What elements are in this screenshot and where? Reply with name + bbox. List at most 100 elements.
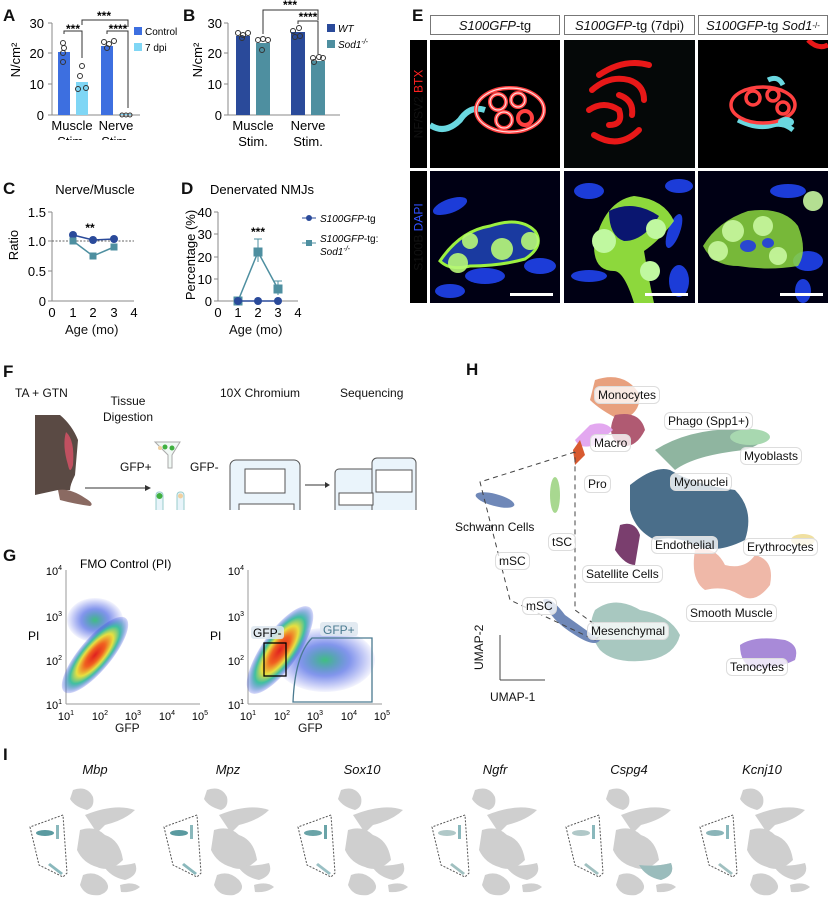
- svg-text:Stim.: Stim.: [101, 134, 131, 140]
- svg-text:***: ***: [283, 0, 297, 12]
- chart-a-ylabel: N/cm²: [8, 42, 23, 77]
- cluster-label-mesenchymal: Mesenchymal: [587, 622, 670, 640]
- chart-a-bar: N/cm² 30 20 10 0 *** **** *** Control 7 …: [8, 9, 177, 140]
- gene-title-mpz: Mpz: [215, 762, 241, 777]
- cluster-label-smooth-muscle: Smooth Muscle: [686, 604, 777, 622]
- svg-text:0: 0: [215, 108, 222, 123]
- svg-text:4: 4: [130, 305, 137, 320]
- cluster-label-pro: Pro: [584, 475, 611, 493]
- gene-title-sox10: Sox10: [343, 762, 381, 777]
- svg-text:103: 103: [307, 710, 323, 720]
- svg-text:1: 1: [234, 305, 241, 320]
- svg-text:WT: WT: [338, 24, 354, 35]
- svg-text:GFP+: GFP+: [323, 623, 355, 637]
- cluster-label-erythrocytes: Erythrocytes: [743, 538, 818, 556]
- umap-y-label: UMAP-2: [472, 624, 486, 670]
- svg-text:Stim.: Stim.: [238, 134, 268, 149]
- panel-label-b: B: [183, 6, 196, 25]
- cluster-label-msc-2: mSC: [522, 597, 557, 615]
- svg-text:Denervated NMJs: Denervated NMJs: [210, 182, 315, 197]
- step-digestion-label: Tissue Digestion: [102, 394, 154, 424]
- svg-text:1.0: 1.0: [28, 234, 46, 249]
- svg-text:10: 10: [198, 272, 212, 287]
- svg-text:30: 30: [30, 16, 44, 31]
- gene-title-mbp: Mbp: [82, 762, 108, 777]
- svg-text:0: 0: [37, 108, 44, 123]
- svg-text:10: 10: [208, 77, 222, 92]
- panel-label-h: H: [466, 360, 479, 379]
- micrograph-s100b-wt: [430, 171, 560, 303]
- svg-text:PI: PI: [210, 629, 221, 643]
- svg-text:****: ****: [299, 10, 318, 24]
- svg-text:Ratio: Ratio: [6, 230, 21, 260]
- svg-text:FMO Control (PI): FMO Control (PI): [80, 557, 171, 571]
- panel-label-d: D: [181, 179, 194, 198]
- svg-text:102: 102: [46, 655, 62, 668]
- svg-text:2: 2: [254, 305, 261, 320]
- svg-text:2: 2: [89, 305, 96, 320]
- cluster-label-tenocytes: Tenocytes: [726, 658, 789, 676]
- svg-text:20: 20: [30, 46, 44, 61]
- gfp-neg-label: GFP-: [190, 460, 219, 474]
- svg-text:0: 0: [39, 294, 46, 309]
- umap-x-label: UMAP-1: [490, 690, 536, 704]
- column-header-7dpi: S100GFP -tg (7dpi): [564, 15, 695, 35]
- cluster-label-msc-1: mSC: [495, 552, 530, 570]
- svg-text:10: 10: [30, 77, 44, 92]
- row-label-nf-btx: NF/SV2 BTX: [410, 40, 427, 168]
- cluster-label-endothelial: Endothelial: [651, 536, 719, 554]
- svg-text:102: 102: [92, 710, 108, 720]
- svg-text:Sod1-/-: Sod1-/-: [320, 246, 351, 258]
- svg-text:104: 104: [159, 710, 175, 720]
- svg-text:**: **: [85, 221, 95, 235]
- svg-text:40: 40: [198, 205, 212, 220]
- svg-text:1: 1: [69, 305, 76, 320]
- bar-control-nerve: [101, 46, 113, 115]
- feature-plots: [29, 788, 811, 896]
- bar-7dpi-nerve: [119, 114, 131, 115]
- svg-text:S100GFP-tg:: S100GFP-tg:: [320, 234, 378, 245]
- svg-text:Muscle: Muscle: [51, 118, 92, 133]
- legend-control: Control: [145, 27, 177, 38]
- panel-label-a: A: [3, 6, 16, 25]
- svg-text:101: 101: [240, 710, 256, 720]
- micrograph-nf-wt: [430, 40, 560, 168]
- micrograph-nf-sod1: [698, 40, 828, 168]
- column-header-sod1: S100GFP -tg Sod1 -/-: [698, 15, 828, 35]
- svg-text:103: 103: [228, 611, 244, 624]
- cluster-label-macro: Macro: [590, 434, 632, 452]
- chart-b-bar: N/cm² 30 20 10 0 *** **** WT Sod1-/- Mus…: [190, 0, 369, 149]
- legend-7dpi: 7 dpi: [145, 43, 167, 54]
- svg-text:***: ***: [251, 225, 265, 239]
- step-sequencing-label: Sequencing: [340, 386, 404, 400]
- cluster-label-tsc: tSC: [548, 533, 577, 551]
- g2-xlabel: GFP: [298, 721, 323, 735]
- chart-d-xlabel: Age (mo): [229, 322, 283, 337]
- step-chromium-label: 10X Chromium: [220, 386, 301, 400]
- gate-gfp-neg: [263, 642, 287, 677]
- svg-text:104: 104: [341, 710, 357, 720]
- svg-text:101: 101: [46, 699, 62, 712]
- panel-label-e: E: [412, 6, 424, 25]
- cluster-label-myoblasts: Myoblasts: [740, 447, 803, 465]
- chart-c-xlabel: Age (mo): [65, 322, 119, 337]
- svg-text:103: 103: [46, 611, 62, 624]
- gfp-pos-label: GFP+: [120, 460, 152, 474]
- svg-text:Stim.: Stim.: [293, 134, 323, 149]
- svg-text:Stim.: Stim.: [57, 134, 87, 140]
- step-source-label: TA + GTN: [15, 386, 68, 400]
- scale-bar: [510, 293, 553, 296]
- svg-text:0: 0: [205, 294, 212, 309]
- svg-text:105: 105: [374, 710, 390, 720]
- cluster-label-monocytes: Monocytes: [594, 386, 661, 404]
- svg-text:102: 102: [274, 710, 290, 720]
- cluster-label-myonuclei: Myonuclei: [670, 473, 733, 491]
- svg-text:Nerve: Nerve: [99, 118, 134, 133]
- svg-text:30: 30: [208, 16, 222, 31]
- svg-text:S100GFP-tg: S100GFP-tg: [320, 214, 376, 225]
- column-header-wt: S100GFP -tg: [430, 15, 560, 35]
- cluster-label-satellite: Satellite Cells: [582, 565, 663, 583]
- chart-d-line: Denervated NMJs Percentage (%) 40 30 20 …: [183, 182, 378, 320]
- workflow-diagram: [35, 415, 417, 510]
- svg-text:20: 20: [198, 250, 212, 265]
